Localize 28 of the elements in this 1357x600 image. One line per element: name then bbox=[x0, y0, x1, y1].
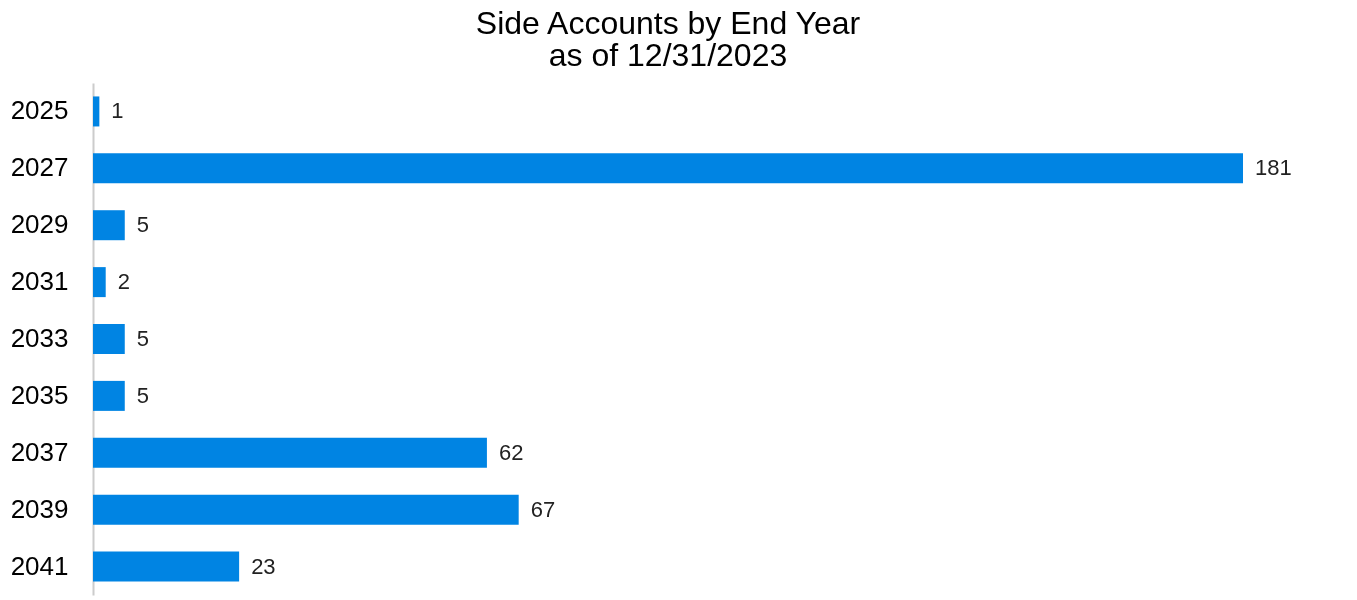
data-label: 23 bbox=[251, 553, 276, 579]
data-label: 5 bbox=[136, 382, 150, 408]
bar bbox=[93, 324, 125, 354]
chart-title: Side Accounts by End Year bbox=[475, 5, 861, 41]
data-label: 67 bbox=[530, 496, 556, 522]
data-label: 62 bbox=[498, 439, 524, 465]
y-tick-label: 2033 bbox=[10, 323, 69, 353]
bar bbox=[93, 437, 487, 468]
bar bbox=[93, 551, 240, 582]
bar bbox=[93, 380, 125, 411]
y-tick-label: 2027 bbox=[10, 152, 69, 183]
data-label: 5 bbox=[136, 326, 150, 351]
bar bbox=[93, 494, 519, 525]
bar bbox=[93, 267, 106, 298]
y-tick-label: 2029 bbox=[10, 209, 69, 240]
y-tick-label: 2037 bbox=[10, 436, 69, 467]
y-tick-label: 2025 bbox=[10, 95, 69, 126]
y-tick-label: 2039 bbox=[10, 493, 69, 524]
y-tick-label: 2031 bbox=[10, 266, 69, 297]
data-label: 2 bbox=[117, 269, 130, 295]
y-tick-label: 2041 bbox=[10, 550, 69, 581]
bar bbox=[93, 153, 1243, 184]
bar bbox=[93, 96, 100, 127]
data-label: 1 bbox=[111, 98, 124, 124]
data-label: 5 bbox=[136, 212, 150, 238]
y-tick-label: 2035 bbox=[10, 379, 69, 410]
data-label: 181 bbox=[1255, 155, 1292, 181]
bar bbox=[93, 210, 125, 241]
